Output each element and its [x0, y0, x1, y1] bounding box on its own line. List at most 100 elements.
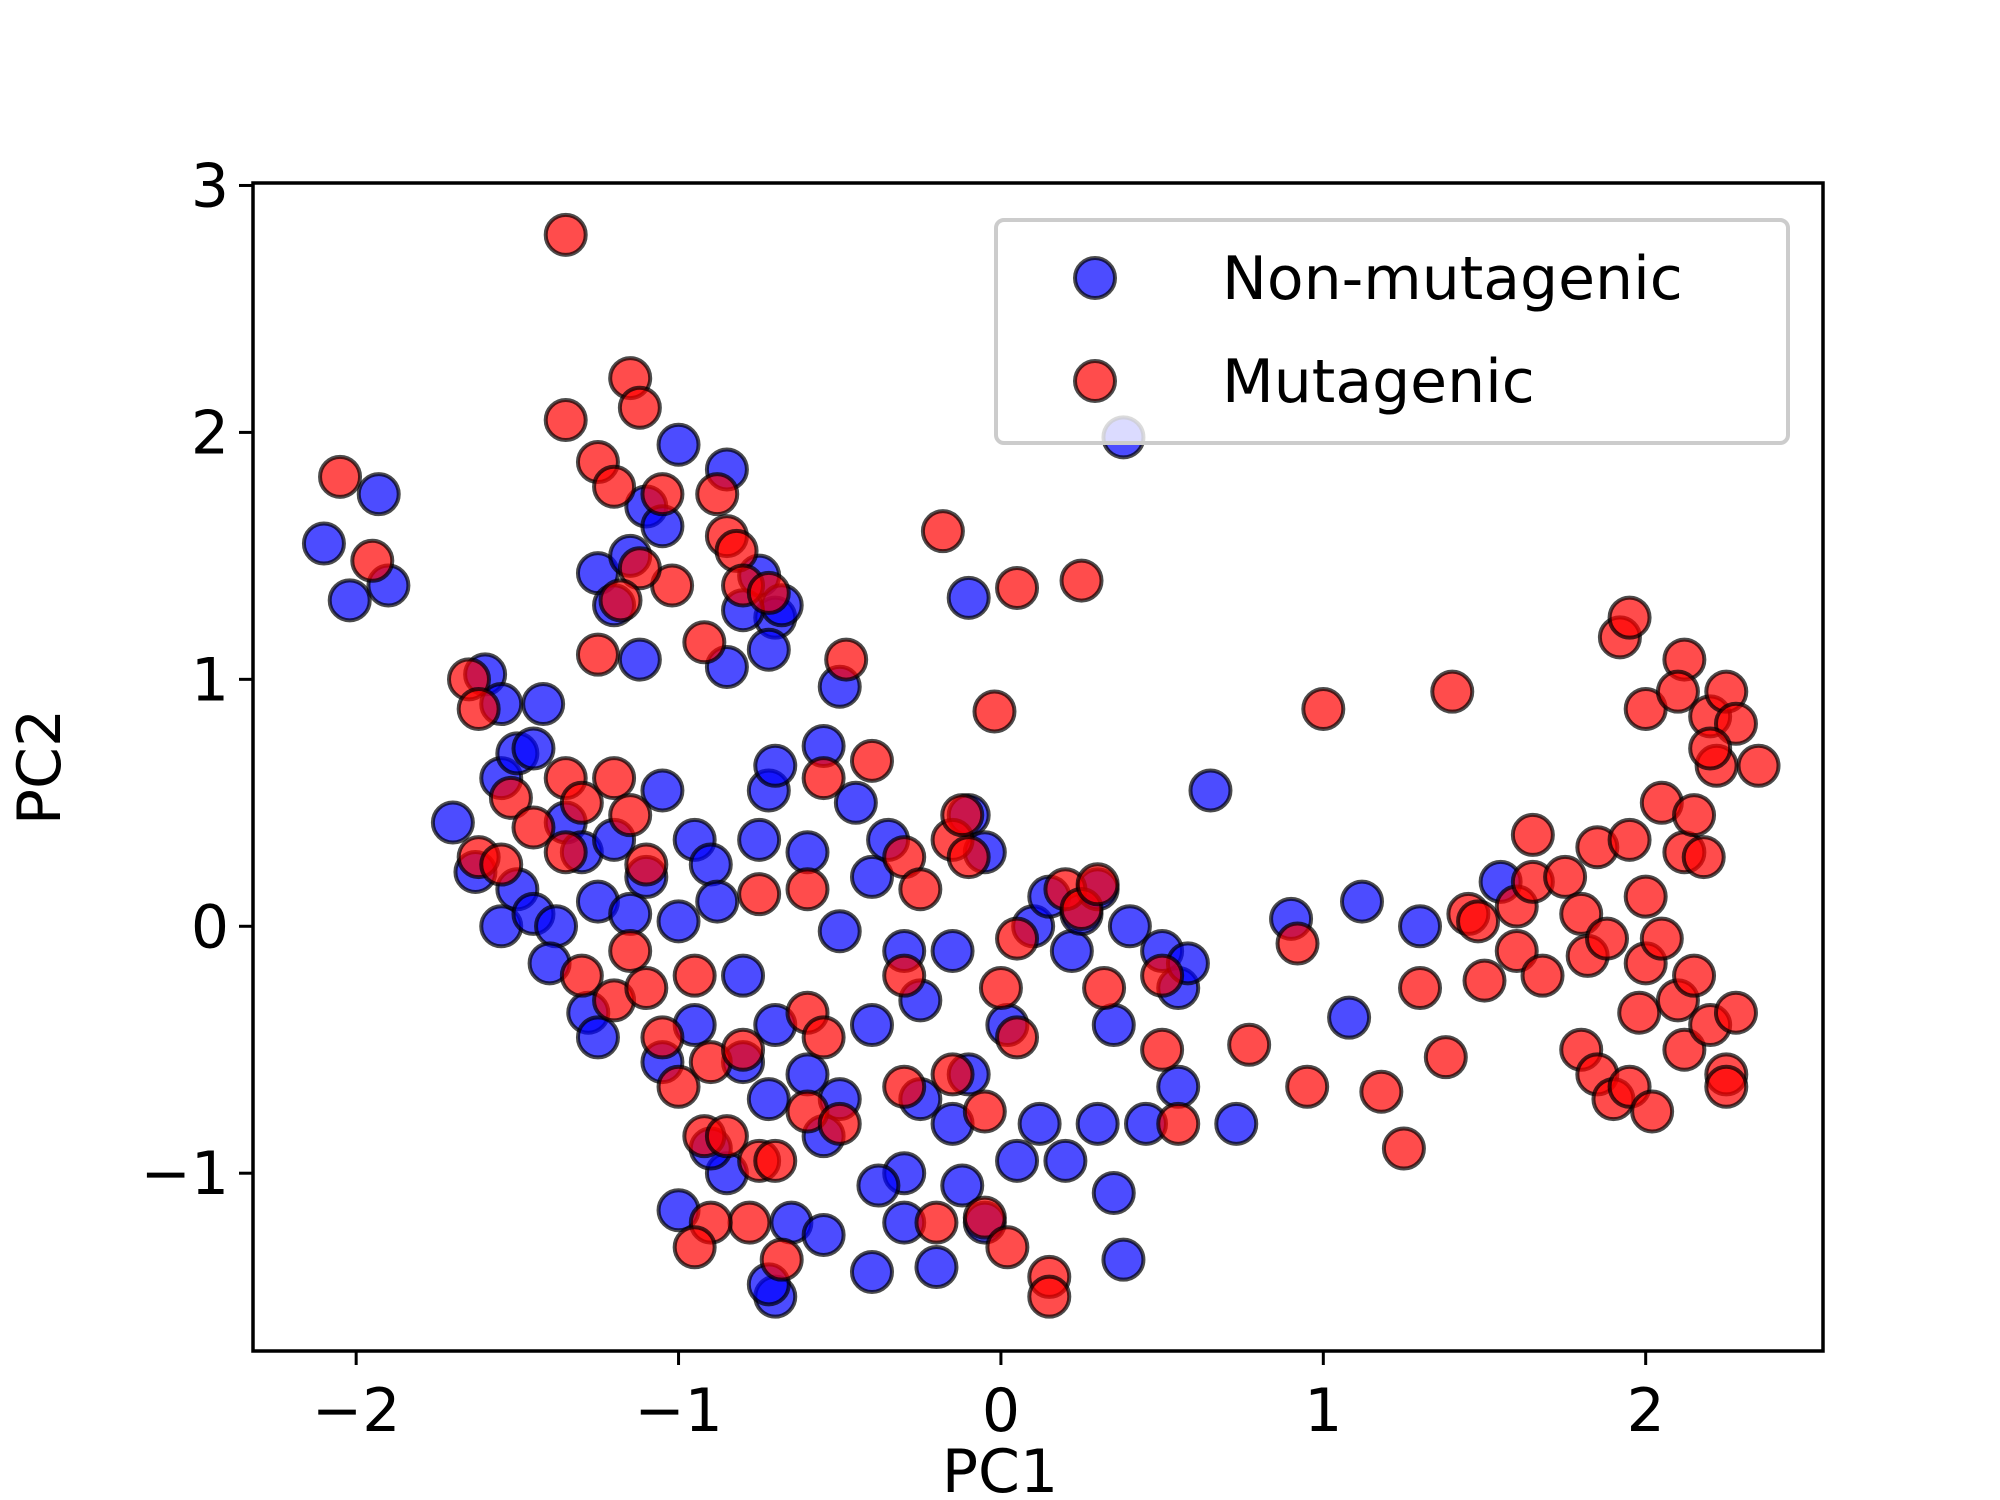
- x-tick-label: 2: [1627, 1376, 1665, 1446]
- scatter-point: [521, 682, 566, 727]
- scatter-point: [1359, 1069, 1404, 1114]
- scatter-point: [617, 385, 662, 430]
- scatter-point: [721, 1027, 766, 1072]
- scatter-point: [849, 854, 894, 899]
- scatter-point: [672, 1225, 717, 1270]
- scatter-point: [575, 632, 620, 677]
- y-tick-label: 2: [191, 398, 229, 468]
- scatter-point: [640, 1015, 685, 1060]
- scatter-point: [1227, 1022, 1272, 1067]
- scatter-point: [1082, 966, 1127, 1011]
- x-tick-label: −1: [634, 1376, 722, 1446]
- scatter-point: [995, 1138, 1040, 1183]
- scatter-point: [1027, 1274, 1072, 1319]
- scatter-point: [1430, 669, 1475, 714]
- scatter-point: [1623, 874, 1668, 919]
- scatter-point: [817, 1101, 862, 1146]
- scatter-point: [1075, 1101, 1120, 1146]
- scatter-point: [1585, 916, 1630, 961]
- scatter-point: [1188, 768, 1233, 813]
- scatter-point: [914, 1200, 959, 1245]
- x-tick-label: −2: [312, 1376, 400, 1446]
- y-tick-label: 1: [191, 645, 229, 715]
- legend-marker: [1073, 256, 1117, 300]
- scatter-point: [940, 793, 985, 838]
- scatter-point: [479, 842, 524, 887]
- scatter-point: [849, 1003, 894, 1048]
- scatter-point: [1091, 1170, 1136, 1215]
- y-tick-label: 3: [191, 151, 229, 221]
- scatter-point: [1607, 817, 1652, 862]
- scatter-point: [849, 738, 894, 783]
- scatter-point: [849, 1249, 894, 1294]
- scatter-point: [682, 620, 727, 665]
- scatter-point: [972, 689, 1017, 734]
- scatter-point: [592, 464, 637, 509]
- scatter-point: [1091, 1003, 1136, 1048]
- scatter-point: [608, 891, 653, 936]
- scatter-point: [1681, 835, 1726, 880]
- scatter-point: [1049, 928, 1094, 973]
- scatter-point: [656, 899, 701, 944]
- scatter-point: [1059, 558, 1104, 603]
- scatter-point: [1543, 854, 1588, 899]
- scatter-point: [624, 842, 669, 887]
- legend-label: Mutagenic: [1222, 347, 1535, 417]
- scatter-point: [543, 830, 588, 875]
- scatter-point: [575, 1015, 620, 1060]
- x-tick-label: 0: [982, 1376, 1020, 1446]
- scatter-point: [898, 867, 943, 912]
- x-axis-label: PC1: [942, 1437, 1058, 1500]
- y-tick-label: −1: [141, 1139, 229, 1209]
- scatter-point: [488, 775, 533, 820]
- scatter-point: [592, 756, 637, 801]
- scatter-point: [856, 1163, 901, 1208]
- scatter-point: [1339, 879, 1384, 924]
- legend: Non-mutagenic Mutagenic: [994, 218, 1790, 445]
- scatter-point: [1617, 990, 1662, 1035]
- scatter-point: [1140, 953, 1185, 998]
- scatter-point: [978, 966, 1023, 1011]
- scatter-point: [785, 1052, 830, 1097]
- scatter-point: [1672, 953, 1717, 998]
- scatter-point: [1704, 1064, 1749, 1109]
- scatter-point: [801, 756, 846, 801]
- scatter-point: [833, 780, 878, 825]
- scatter-point: [946, 575, 991, 620]
- scatter-point: [1285, 1064, 1330, 1109]
- scatter-point: [704, 1114, 749, 1159]
- scatter-point: [1017, 1101, 1062, 1146]
- scatter-point: [301, 521, 346, 566]
- scatter-point: [940, 1163, 985, 1208]
- scatter-point: [511, 726, 556, 771]
- scatter-point: [356, 472, 401, 517]
- scatter-point: [746, 1077, 791, 1122]
- scatter-point: [656, 1064, 701, 1109]
- scatter-point: [656, 422, 701, 467]
- scatter-point: [753, 1138, 798, 1183]
- scatter-point: [1510, 812, 1555, 857]
- scatter-point: [1607, 595, 1652, 640]
- scatter-point: [985, 1225, 1030, 1270]
- scatter-point: [511, 805, 556, 850]
- y-tick-label: 0: [191, 892, 229, 962]
- scatter-point: [1639, 916, 1684, 961]
- scatter-point: [1075, 862, 1120, 907]
- scatter-point: [801, 1015, 846, 1060]
- scatter-point: [962, 1195, 1007, 1240]
- scatter-point: [824, 637, 869, 682]
- scatter-point: [962, 1089, 1007, 1134]
- scatter-point: [1736, 743, 1781, 788]
- scatter-point: [1630, 1089, 1675, 1134]
- scatter-point: [785, 830, 830, 875]
- scatter-point: [1156, 1101, 1201, 1146]
- scatter-point: [1101, 1237, 1146, 1282]
- scatter-point: [1107, 904, 1152, 949]
- scatter-point: [608, 793, 653, 838]
- y-axis-label: PC2: [5, 709, 75, 825]
- scatter-point: [785, 867, 830, 912]
- scatter-point: [456, 686, 501, 731]
- scatter-point: [695, 472, 740, 517]
- scatter-point: [327, 578, 372, 623]
